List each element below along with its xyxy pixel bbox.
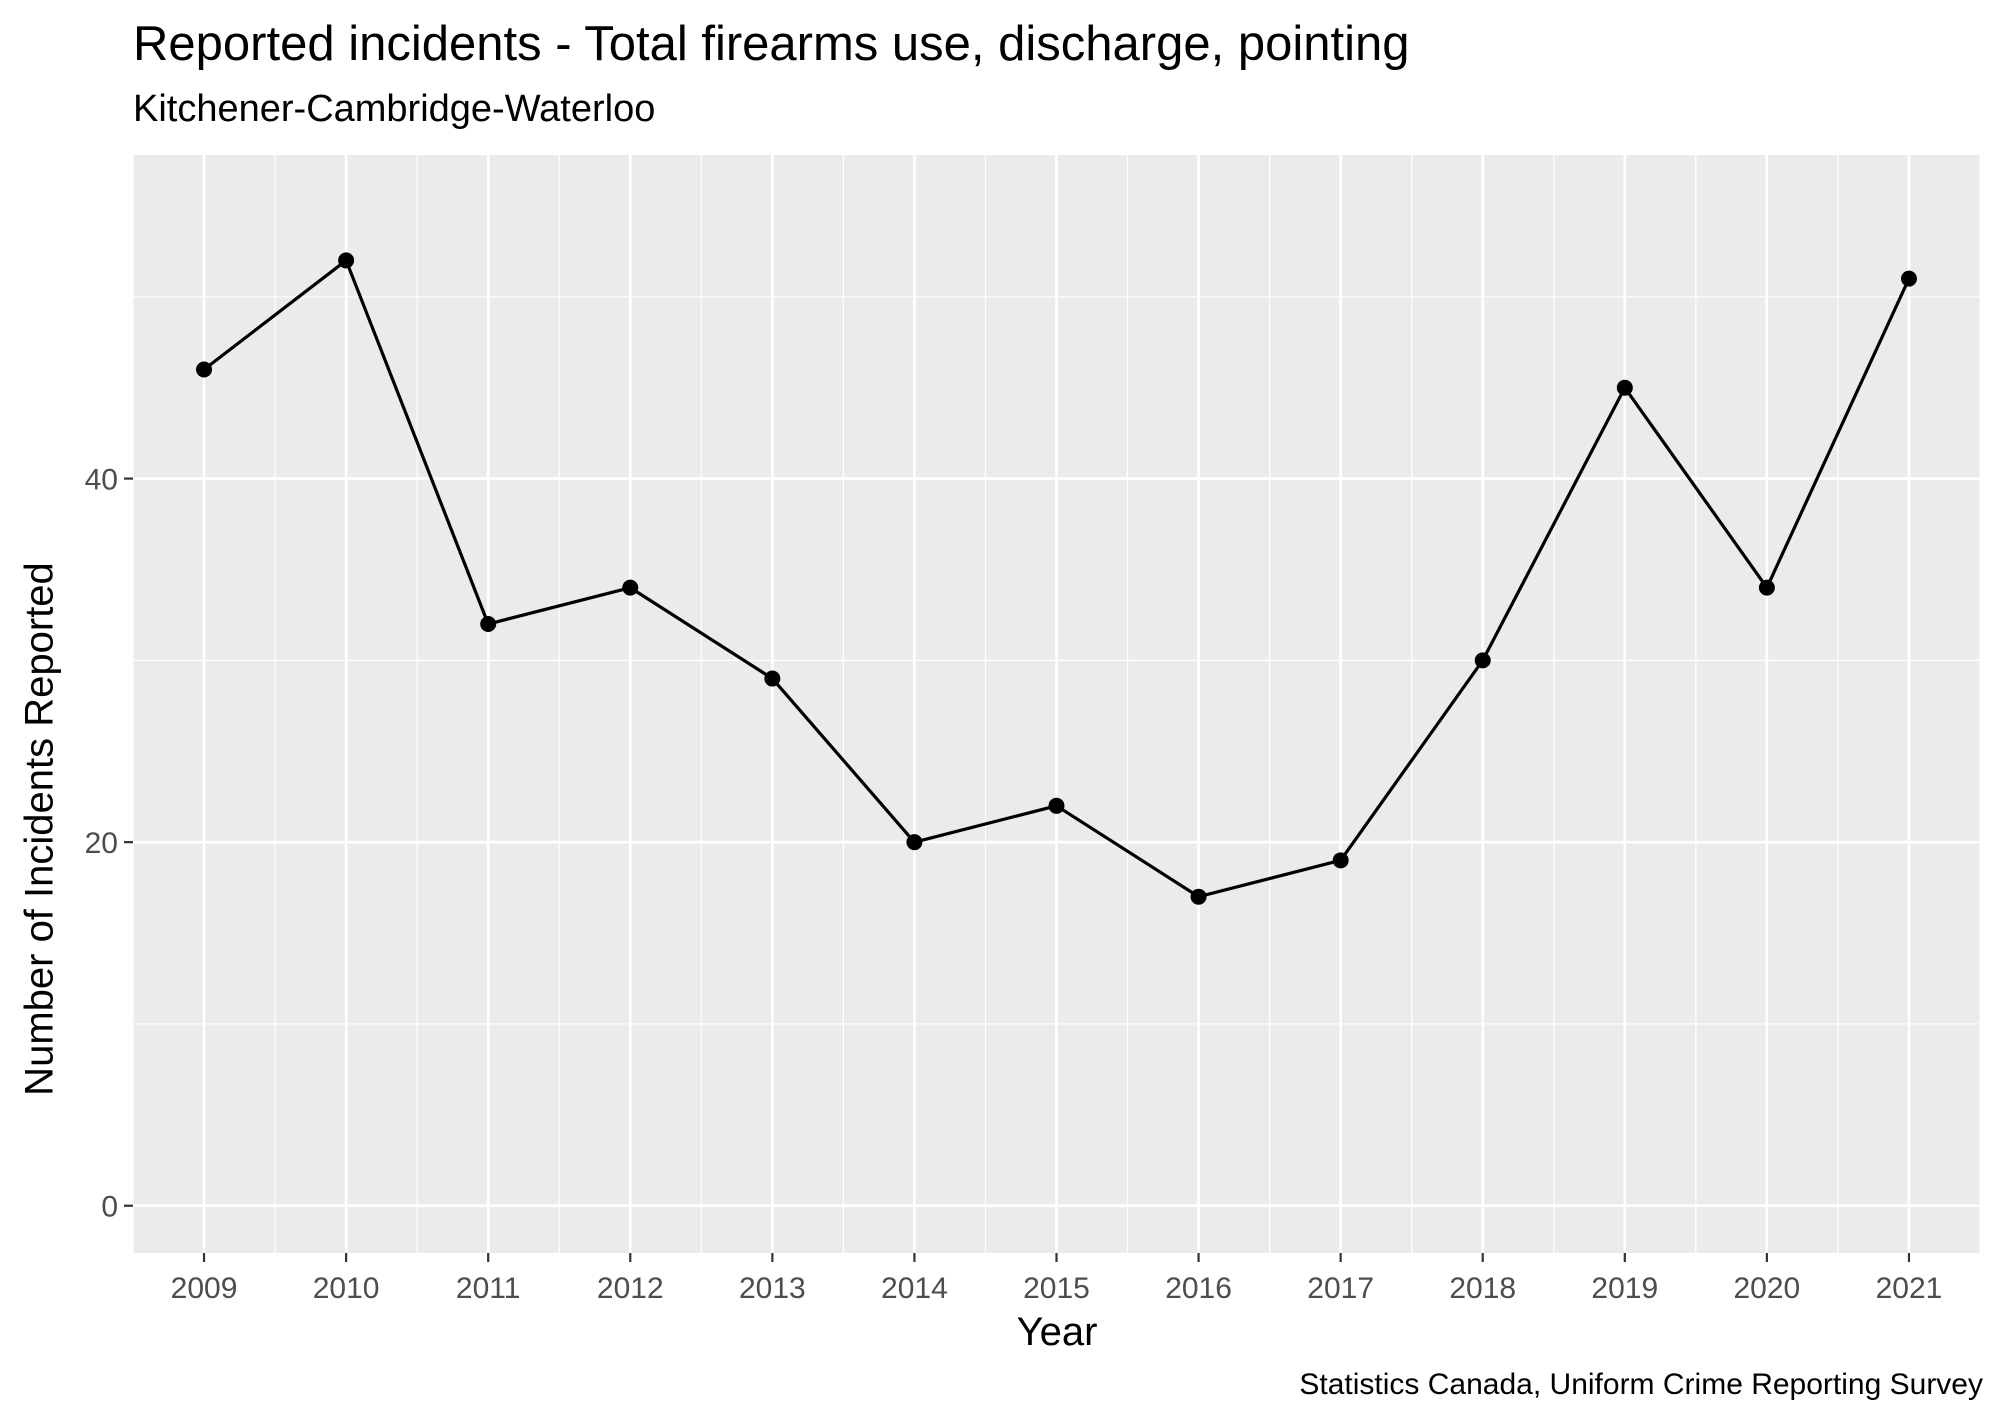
y-axis: 0 20 40 [85,464,133,1224]
x-tick-label: 2011 [456,1272,521,1305]
x-tick-label: 2013 [739,1272,806,1305]
chart-title: Reported incidents - Total firearms use,… [133,17,1410,71]
x-tick-label: 2014 [881,1272,948,1305]
data-point [764,670,781,687]
data-point [1616,379,1633,396]
x-tick-label: 2009 [171,1272,238,1305]
chart-subtitle: Kitchener-Cambridge-Waterloo [133,88,656,130]
data-point [1332,852,1349,869]
x-tick-label: 2019 [1591,1272,1658,1305]
x-axis-label: Year [1016,1310,1098,1354]
y-tick-label: 0 [101,1191,118,1224]
series-layer [196,252,1917,905]
data-point [622,579,639,596]
x-tick-label: 2021 [1876,1272,1943,1305]
y-tick-label: 20 [85,827,118,860]
x-tick-label: 2010 [313,1272,380,1305]
y-tick-label: 40 [85,464,118,497]
major-gridlines [133,155,1980,1253]
data-point [338,252,355,269]
x-tick-label: 2015 [1023,1272,1090,1305]
x-tick-label: 2020 [1734,1272,1801,1305]
data-point [906,834,923,851]
y-axis-label: Number of Incidents Reported [17,562,62,1096]
data-point [1758,579,1775,596]
data-point [1048,797,1065,814]
x-tick-label: 2016 [1165,1272,1232,1305]
data-point [196,361,213,378]
x-axis: 2009 2010 2011 2012 2013 2014 2015 2016 2017 2018… [171,1253,1943,1305]
data-point [1190,888,1207,905]
data-point [1474,652,1491,669]
x-tick-label: 2018 [1449,1272,1516,1305]
x-tick-label: 2017 [1307,1272,1374,1305]
data-point [480,616,497,633]
chart-caption: Statistics Canada, Uniform Crime Reporti… [1299,1368,1983,1401]
data-point [1900,270,1917,287]
x-tick-label: 2012 [597,1272,664,1305]
